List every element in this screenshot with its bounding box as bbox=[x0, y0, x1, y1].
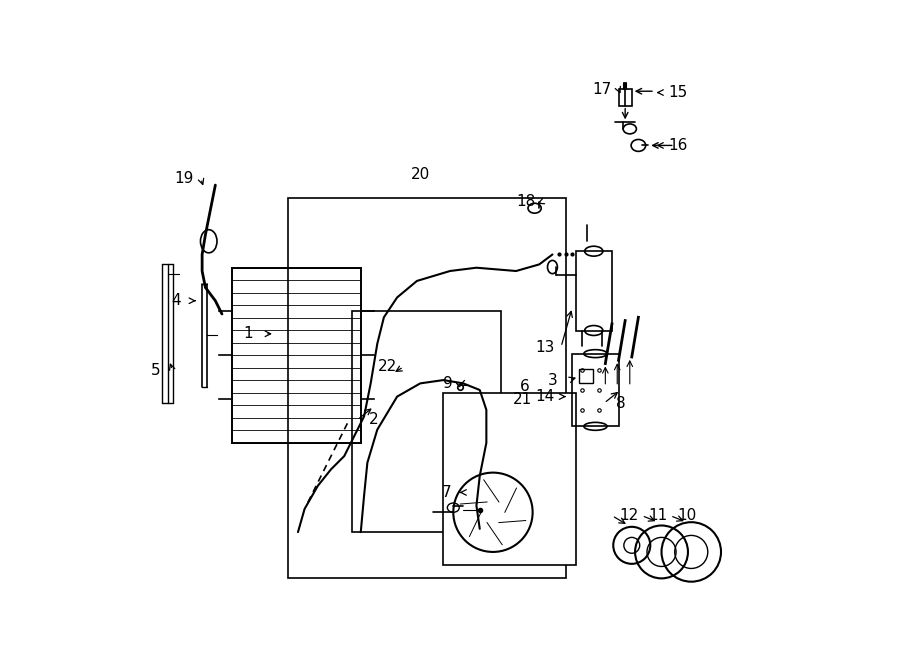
Text: 13: 13 bbox=[535, 340, 554, 354]
Text: 11: 11 bbox=[649, 508, 668, 523]
Text: 21: 21 bbox=[513, 393, 532, 407]
Bar bbox=[576, 251, 612, 330]
Text: 16: 16 bbox=[669, 138, 688, 153]
Text: 22: 22 bbox=[378, 360, 397, 374]
Text: 4: 4 bbox=[171, 293, 181, 308]
Text: 1: 1 bbox=[244, 327, 253, 341]
Text: 6: 6 bbox=[519, 379, 529, 394]
Text: 12: 12 bbox=[619, 508, 638, 523]
Text: 14: 14 bbox=[535, 389, 554, 404]
Text: 18: 18 bbox=[517, 194, 535, 209]
Text: 17: 17 bbox=[592, 82, 612, 97]
Text: 9: 9 bbox=[443, 376, 453, 391]
Text: 2: 2 bbox=[369, 412, 379, 427]
Text: 15: 15 bbox=[669, 85, 688, 100]
Text: 3: 3 bbox=[547, 373, 557, 387]
Bar bbox=[444, 393, 576, 565]
Text: 5: 5 bbox=[151, 363, 161, 377]
Bar bbox=[572, 354, 618, 426]
Bar bbox=[288, 198, 566, 578]
Text: 7: 7 bbox=[442, 485, 452, 500]
Text: 19: 19 bbox=[175, 171, 194, 186]
Bar bbox=[579, 369, 593, 383]
Text: 8: 8 bbox=[616, 396, 625, 410]
Text: 10: 10 bbox=[677, 508, 697, 523]
Bar bbox=[232, 268, 361, 443]
Text: 20: 20 bbox=[410, 167, 430, 182]
Bar bbox=[352, 311, 501, 532]
